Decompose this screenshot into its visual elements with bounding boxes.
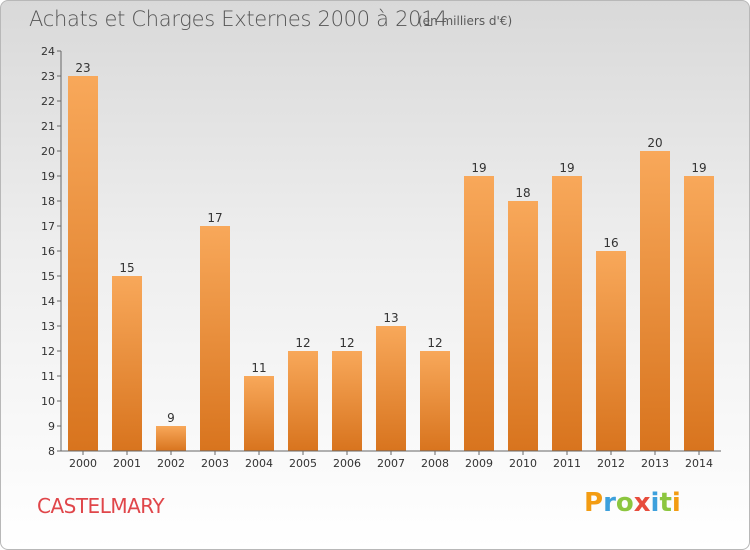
y-tick-label: 8 <box>48 445 55 458</box>
bar <box>684 176 714 451</box>
y-tick-label: 10 <box>41 395 55 408</box>
bar-value-label: 11 <box>251 361 266 375</box>
brand-letter: x <box>633 488 651 518</box>
bar <box>508 201 538 451</box>
chart-subtitle: (en milliers d'€) <box>418 14 513 28</box>
bar <box>112 276 142 451</box>
location-label: CASTELMARY <box>37 494 165 518</box>
bar <box>464 176 494 451</box>
y-tick-label: 16 <box>41 245 55 258</box>
bar <box>244 376 274 451</box>
bar-value-label: 9 <box>167 411 175 425</box>
bar <box>552 176 582 451</box>
bar-value-label: 15 <box>119 261 134 275</box>
bar-value-label: 12 <box>427 336 442 350</box>
x-axis: 2000 2001 2002 2003 2004 2005 2006 2007 2008 2009… <box>61 450 721 470</box>
bar-value-label: 23 <box>75 61 90 75</box>
y-tick-label: 13 <box>41 320 55 333</box>
bar-value-label: 19 <box>471 161 486 175</box>
y-axis: 8 9 10 11 12 13 14 15 16 17 18 19 20 21 22 23 24 <box>41 45 62 458</box>
bar-value-label: 17 <box>207 211 222 225</box>
y-tick-label: 20 <box>41 145 55 158</box>
x-tick-label: 2012 <box>597 457 625 470</box>
bar <box>68 76 98 451</box>
brand-letter: i <box>650 488 660 518</box>
bar-value-label: 12 <box>339 336 354 350</box>
x-tick-label: 2001 <box>113 457 141 470</box>
y-tick-label: 12 <box>41 345 55 358</box>
brand-letter: t <box>659 488 672 518</box>
brand-letter: P <box>584 488 604 518</box>
x-tick-label: 2002 <box>157 457 185 470</box>
bars: 23 15 9 17 11 12 12 13 12 19 18 19 16 20 19 <box>68 61 714 451</box>
x-tick-label: 2006 <box>333 457 361 470</box>
y-tick-label: 22 <box>41 95 55 108</box>
y-tick-label: 15 <box>41 270 55 283</box>
bar-value-label: 16 <box>603 236 618 250</box>
bar <box>332 351 362 451</box>
bar-value-label: 19 <box>559 161 574 175</box>
y-tick-label: 18 <box>41 195 55 208</box>
bar-value-label: 19 <box>691 161 706 175</box>
x-tick-label: 2004 <box>245 457 273 470</box>
y-tick-label: 14 <box>41 295 55 308</box>
brand-letter: o <box>615 488 634 518</box>
bar <box>200 226 230 451</box>
y-tick-label: 19 <box>41 170 55 183</box>
x-tick-label: 2011 <box>553 457 581 470</box>
bar <box>156 426 186 451</box>
y-tick-label: 23 <box>41 70 55 83</box>
proxiti-logo[interactable]: Proxiti <box>584 488 681 518</box>
bar <box>420 351 450 451</box>
y-tick-label: 9 <box>48 420 55 433</box>
y-tick-label: 17 <box>41 220 55 233</box>
bar <box>288 351 318 451</box>
x-tick-label: 2013 <box>641 457 669 470</box>
x-tick-label: 2000 <box>69 457 97 470</box>
bar <box>640 151 670 451</box>
y-tick-label: 21 <box>41 120 55 133</box>
x-tick-label: 2009 <box>465 457 493 470</box>
bar-value-label: 13 <box>383 311 398 325</box>
chart-title: Achats et Charges Externes 2000 à 2014 <box>29 7 448 31</box>
bar-value-label: 18 <box>515 186 530 200</box>
x-tick-label: 2010 <box>509 457 537 470</box>
x-tick-label: 2007 <box>377 457 405 470</box>
x-tick-label: 2003 <box>201 457 229 470</box>
x-tick-label: 2014 <box>685 457 713 470</box>
brand-letter: r <box>603 488 616 518</box>
x-tick-label: 2005 <box>289 457 317 470</box>
y-tick-label: 24 <box>41 45 55 58</box>
bar <box>376 326 406 451</box>
brand-letter: i <box>671 488 681 518</box>
x-tick-label: 2008 <box>421 457 449 470</box>
y-tick-label: 11 <box>41 370 55 383</box>
bar-value-label: 12 <box>295 336 310 350</box>
bar-value-label: 20 <box>647 136 662 150</box>
bar <box>596 251 626 451</box>
